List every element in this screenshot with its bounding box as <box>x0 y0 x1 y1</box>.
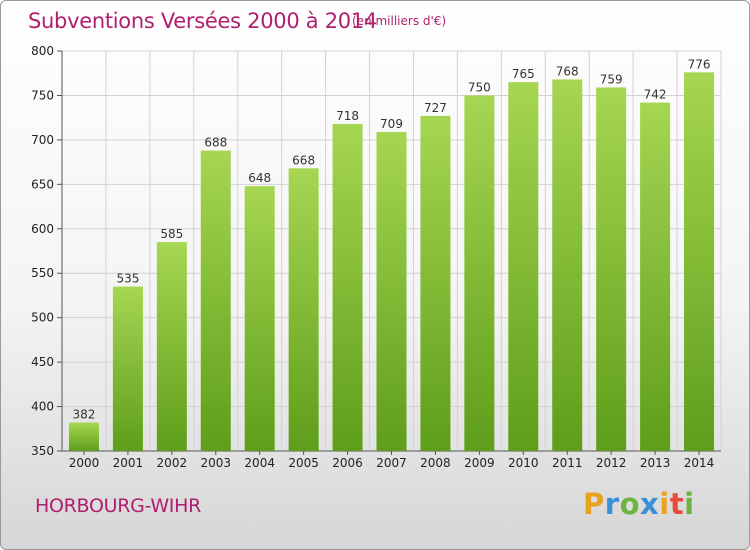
bar-2006 <box>332 123 363 451</box>
y-tick-label: 350 <box>31 444 54 458</box>
x-tick-label-2010: 2010 <box>508 456 539 470</box>
y-tick-label: 650 <box>31 177 54 191</box>
y-tick-label: 450 <box>31 355 54 369</box>
bar-2012 <box>596 87 627 451</box>
bar-2011 <box>552 79 583 451</box>
logo-letter: i <box>684 487 695 521</box>
bars <box>68 72 715 452</box>
bar-2013 <box>640 102 671 452</box>
x-tick-label-2011: 2011 <box>552 456 583 470</box>
value-label-2010: 765 <box>512 67 535 81</box>
bar-2001 <box>112 286 143 451</box>
bar-2005 <box>288 168 319 452</box>
y-tick-label: 600 <box>31 222 54 236</box>
value-label-2008: 727 <box>424 101 447 115</box>
chart-title: Subventions Versées 2000 à 2014 <box>28 9 377 33</box>
y-tick-label: 500 <box>31 311 54 325</box>
x-tick-label-2004: 2004 <box>244 456 275 470</box>
y-tick-label: 800 <box>31 44 54 58</box>
value-label-2006: 718 <box>336 109 359 123</box>
value-label-2014: 776 <box>688 57 711 71</box>
x-tick-label-2008: 2008 <box>420 456 451 470</box>
x-tick-label-2009: 2009 <box>464 456 495 470</box>
bar-2004 <box>244 186 275 451</box>
value-label-2009: 750 <box>468 80 491 94</box>
value-label-2012: 759 <box>600 72 623 86</box>
labels: 350 400 450 500 550 600 650 700 750 800 382 2000 535… <box>31 44 714 470</box>
logo-letter: x <box>640 487 660 521</box>
logo-letter: o <box>619 487 641 521</box>
value-label-2004: 648 <box>248 171 271 185</box>
logo-letter: t <box>669 487 685 521</box>
y-tick-label: 550 <box>31 266 54 280</box>
x-tick-label-2013: 2013 <box>640 456 671 470</box>
x-tick-label-2005: 2005 <box>288 456 319 470</box>
x-tick-label-2012: 2012 <box>596 456 627 470</box>
y-tick-label: 750 <box>31 88 54 102</box>
x-tick-label-2006: 2006 <box>332 456 363 470</box>
x-tick-label-2003: 2003 <box>200 456 231 470</box>
bar-2014 <box>684 72 715 451</box>
value-label-2000: 382 <box>73 408 96 422</box>
x-tick-label-2014: 2014 <box>684 456 715 470</box>
bar-2002 <box>156 242 187 451</box>
x-tick-label-2000: 2000 <box>69 456 100 470</box>
town-name: HORBOURG-WIHR <box>35 495 201 517</box>
value-label-2013: 742 <box>644 88 667 102</box>
value-label-2002: 585 <box>160 227 183 241</box>
bar-2008 <box>420 115 451 451</box>
logo-letter: r <box>604 487 620 521</box>
bar-2009 <box>464 95 495 451</box>
bar-2000 <box>68 422 99 451</box>
value-label-2007: 709 <box>380 117 403 131</box>
logo-letter: P <box>583 487 605 521</box>
x-tick-label-2001: 2001 <box>113 456 144 470</box>
bar-2007 <box>376 131 407 451</box>
logo-letter: i <box>659 487 670 521</box>
bar-2003 <box>200 150 231 452</box>
proxiti-logo: Proxiti <box>583 487 695 521</box>
value-label-2011: 768 <box>556 64 579 78</box>
unit-note: (en milliers d'€) <box>352 14 447 28</box>
value-label-2001: 535 <box>116 272 139 286</box>
x-tick-label-2007: 2007 <box>376 456 407 470</box>
value-label-2003: 688 <box>204 136 227 150</box>
value-label-2005: 668 <box>292 153 315 167</box>
y-tick-label: 700 <box>31 133 54 147</box>
y-tick-label: 400 <box>31 400 54 414</box>
x-tick-label-2002: 2002 <box>157 456 188 470</box>
bar-2010 <box>508 82 539 451</box>
